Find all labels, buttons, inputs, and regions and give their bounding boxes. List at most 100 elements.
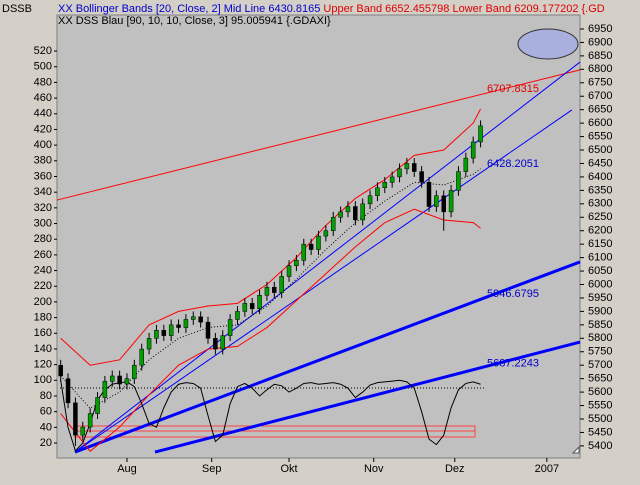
candle-body [286, 265, 292, 277]
line-value-label: 5946.6795 [487, 288, 539, 300]
candle-body [264, 286, 270, 296]
x-tick-label: Aug [117, 463, 137, 475]
y2-tick-label: 80 [40, 390, 52, 402]
y-tick-label: 6050 [588, 265, 612, 277]
candle-body [478, 125, 483, 143]
x-tick-label: Nov [364, 463, 384, 475]
y2-tick-label: 160 [34, 327, 52, 339]
candle-body [102, 381, 108, 398]
candle-body [191, 316, 196, 320]
candle-body [249, 303, 255, 309]
y2-tick-label: 20 [40, 437, 52, 449]
candle-body [360, 203, 365, 221]
y-tick-label: 5500 [588, 413, 612, 425]
y2-tick-label: 120 [34, 359, 52, 371]
y-tick-label: 5750 [588, 346, 612, 358]
y2-tick-label: 60 [40, 406, 52, 418]
header-segment: XX DSS Blau [90, 10, 10, Close, 3] 95.00… [58, 15, 331, 27]
candle-body [434, 195, 439, 207]
trend-line [74, 109, 573, 453]
candle-body [345, 206, 351, 213]
corner-label: DSSB [2, 3, 32, 15]
candle-body [382, 182, 388, 188]
candle-body [58, 364, 63, 377]
y-tick-label: 6400 [588, 171, 612, 183]
candle-body [470, 141, 476, 159]
header-segment: Upper Band 6652.455798 Lower Band 6209.1… [320, 3, 604, 15]
candle-body [95, 397, 100, 414]
y-tick-label: 6650 [588, 104, 612, 116]
x-tick-label: Dez [445, 463, 465, 475]
candle-body [397, 168, 402, 178]
candle-body [367, 195, 373, 205]
y-tick-label: 6300 [588, 198, 612, 210]
candle-body [198, 316, 203, 323]
y-tick-label: 5450 [588, 426, 612, 438]
header-segment: XX Bollinger Bands [20, Close, 2] Mid Li… [58, 3, 320, 15]
y-tick-label: 6750 [588, 77, 612, 89]
y-tick-label: 5950 [588, 292, 612, 304]
y-tick-label: 6200 [588, 225, 612, 237]
candle-body [301, 243, 307, 261]
y2-tick-label: 400 [34, 139, 52, 151]
y2-tick-label: 500 [34, 61, 52, 73]
line-value-label: 6707.8315 [487, 83, 539, 95]
candle-body [294, 260, 299, 266]
y-tick-label: 5900 [588, 305, 612, 317]
y-tick-label: 6150 [588, 238, 612, 250]
candle-body [117, 375, 122, 385]
y-tick-label: 6500 [588, 144, 612, 156]
y2-tick-label: 100 [34, 374, 52, 386]
candle-body [235, 311, 240, 320]
candle-body [375, 187, 380, 197]
candle-body [463, 157, 469, 172]
y2-tick-label: 260 [34, 249, 52, 261]
bollinger-band [60, 208, 481, 452]
x-tick-label: Sep [202, 463, 222, 475]
x-tick-label: Okt [280, 463, 297, 475]
candle-body [330, 217, 336, 231]
y2-tick-label: 180 [34, 312, 52, 324]
y2-tick-label: 240 [34, 264, 52, 276]
line-value-label: 5687.2243 [487, 358, 539, 370]
candle-body [65, 378, 71, 404]
candle-body [412, 163, 417, 172]
candle-body [132, 364, 137, 379]
y-tick-label: 6250 [588, 211, 612, 223]
line-value-label: 6428.2051 [487, 158, 539, 170]
y-tick-label: 6600 [588, 117, 612, 129]
candle-body [139, 348, 144, 366]
candle-body [448, 190, 454, 213]
y2-tick-label: 40 [40, 421, 52, 433]
y2-tick-label: 220 [34, 280, 52, 292]
candle-body [316, 235, 321, 250]
y-tick-label: 6900 [588, 36, 612, 48]
y2-tick-label: 200 [34, 296, 52, 308]
y2-tick-label: 340 [34, 186, 52, 198]
x-tick-label: 2007 [535, 463, 559, 475]
candle-body [154, 329, 159, 339]
y-tick-label: 6800 [588, 63, 612, 75]
candle-body [279, 276, 284, 293]
candle-body [456, 171, 461, 191]
candle-body [404, 163, 410, 170]
y-tick-label: 6000 [588, 278, 612, 290]
y2-tick-label: 360 [34, 170, 52, 182]
candle-body [257, 295, 262, 309]
candle-body [124, 378, 130, 385]
candle-body [73, 402, 78, 436]
candle-body [168, 324, 174, 336]
y2-tick-label: 480 [34, 76, 52, 88]
y2-tick-label: 280 [34, 233, 52, 245]
y-tick-label: 6850 [588, 50, 612, 62]
corner-icon [571, 445, 580, 454]
y-tick-label: 6700 [588, 90, 612, 102]
header-line: XX Bollinger Bands [20, Close, 2] Mid Li… [58, 3, 605, 15]
candle-body [389, 176, 395, 183]
candle-body [272, 286, 277, 293]
candle-body [161, 329, 167, 336]
y2-tick-label: 380 [34, 155, 52, 167]
y2-tick-label: 440 [34, 108, 52, 120]
